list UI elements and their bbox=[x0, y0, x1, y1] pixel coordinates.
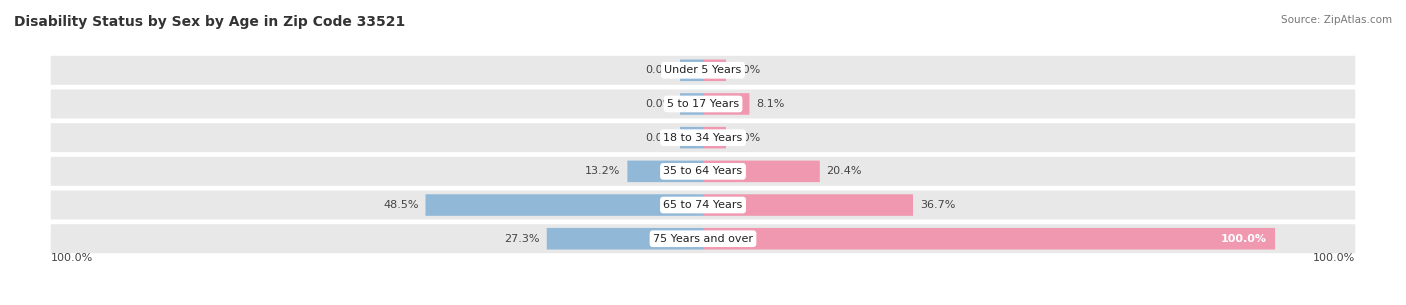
Text: 27.3%: 27.3% bbox=[505, 234, 540, 244]
Text: 36.7%: 36.7% bbox=[920, 200, 955, 210]
Text: 18 to 34 Years: 18 to 34 Years bbox=[664, 133, 742, 143]
Text: 100.0%: 100.0% bbox=[1220, 234, 1267, 244]
FancyBboxPatch shape bbox=[51, 123, 1355, 152]
Text: Disability Status by Sex by Age in Zip Code 33521: Disability Status by Sex by Age in Zip C… bbox=[14, 15, 405, 29]
FancyBboxPatch shape bbox=[51, 157, 1355, 186]
FancyBboxPatch shape bbox=[703, 160, 820, 182]
Text: 5 to 17 Years: 5 to 17 Years bbox=[666, 99, 740, 109]
FancyBboxPatch shape bbox=[703, 228, 1275, 249]
Text: Under 5 Years: Under 5 Years bbox=[665, 65, 741, 75]
FancyBboxPatch shape bbox=[627, 160, 703, 182]
FancyBboxPatch shape bbox=[681, 59, 703, 81]
FancyBboxPatch shape bbox=[703, 194, 912, 216]
Text: 100.0%: 100.0% bbox=[1313, 253, 1355, 263]
Text: 0.0%: 0.0% bbox=[733, 65, 761, 75]
Text: 65 to 74 Years: 65 to 74 Years bbox=[664, 200, 742, 210]
FancyBboxPatch shape bbox=[703, 127, 725, 149]
Text: 0.0%: 0.0% bbox=[645, 99, 673, 109]
Text: 0.0%: 0.0% bbox=[733, 133, 761, 143]
FancyBboxPatch shape bbox=[703, 59, 725, 81]
Text: 13.2%: 13.2% bbox=[585, 166, 620, 176]
Text: Source: ZipAtlas.com: Source: ZipAtlas.com bbox=[1281, 15, 1392, 25]
Text: 8.1%: 8.1% bbox=[756, 99, 785, 109]
Text: 100.0%: 100.0% bbox=[51, 253, 93, 263]
FancyBboxPatch shape bbox=[51, 89, 1355, 118]
FancyBboxPatch shape bbox=[426, 194, 703, 216]
Text: 48.5%: 48.5% bbox=[384, 200, 419, 210]
Text: 0.0%: 0.0% bbox=[645, 133, 673, 143]
Text: 20.4%: 20.4% bbox=[827, 166, 862, 176]
FancyBboxPatch shape bbox=[547, 228, 703, 249]
Text: 0.0%: 0.0% bbox=[645, 65, 673, 75]
FancyBboxPatch shape bbox=[51, 56, 1355, 85]
FancyBboxPatch shape bbox=[681, 127, 703, 149]
FancyBboxPatch shape bbox=[703, 93, 749, 115]
FancyBboxPatch shape bbox=[681, 93, 703, 115]
Text: 75 Years and over: 75 Years and over bbox=[652, 234, 754, 244]
FancyBboxPatch shape bbox=[51, 191, 1355, 220]
FancyBboxPatch shape bbox=[51, 224, 1355, 253]
Text: 35 to 64 Years: 35 to 64 Years bbox=[664, 166, 742, 176]
